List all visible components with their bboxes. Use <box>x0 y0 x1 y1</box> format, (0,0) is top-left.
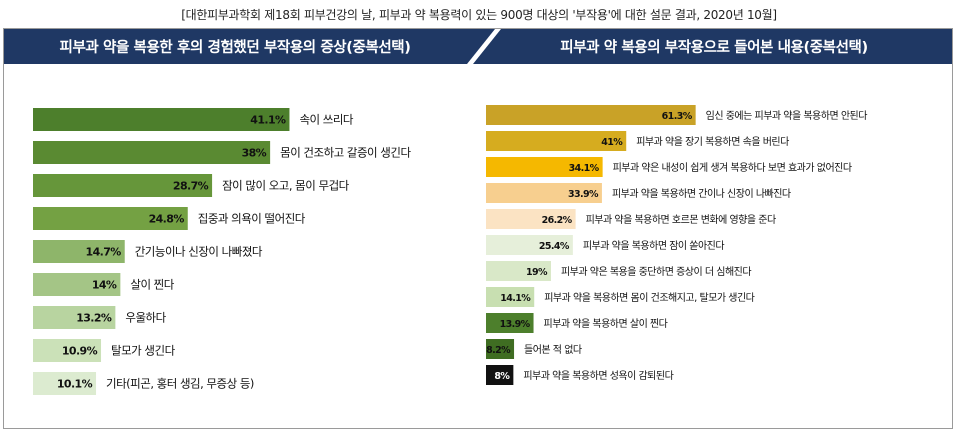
right-category-label-11: 피부과 약을 복용하면 성욕이 감퇴된다 <box>523 369 673 382</box>
right-bar-5 <box>486 209 576 229</box>
left-value-label-2: 38% <box>242 147 267 160</box>
left-bar-9 <box>33 372 97 395</box>
chart-frame: 피부과 약을 복용한 후의 경험했던 부작용의 증상(중복선택) 피부과 약 복… <box>3 28 953 429</box>
left-category-label-5: 간기능이나 신장이 나빠졌다 <box>135 245 263 259</box>
left-panel-header-bg <box>4 29 495 64</box>
right-category-label-4: 피부과 약을 복용하면 간이나 신장이 나빠진다 <box>612 187 791 200</box>
right-bar-9 <box>486 313 534 333</box>
left-value-label-3: 28.7% <box>173 180 209 193</box>
right-category-label-8: 피부과 약을 복용하면 몸이 건조해지고, 탈모가 생긴다 <box>544 291 754 304</box>
panel-headers: 피부과 약을 복용한 후의 경험했던 부작용의 증상(중복선택) 피부과 약 복… <box>4 29 952 64</box>
left-category-label-6: 살이 찐다 <box>130 278 174 292</box>
right-category-label-5: 피부과 약을 복용하면 호르몬 변화에 영향을 준다 <box>586 213 776 226</box>
left-bar-4 <box>33 207 188 230</box>
left-bar-1 <box>33 108 290 131</box>
right-value-label-8: 14.1% <box>500 293 531 304</box>
left-category-label-1: 속이 쓰리다 <box>299 113 353 127</box>
right-bar-1 <box>486 105 696 125</box>
left-category-label-2: 몸이 건조하고 갈증이 생긴다 <box>280 146 411 160</box>
right-bar-4 <box>486 183 602 203</box>
right-bar-7 <box>486 261 551 281</box>
right-value-label-2: 41% <box>601 137 623 148</box>
left-bar-6 <box>33 273 121 296</box>
right-bar-2 <box>486 131 627 151</box>
right-value-label-1: 61.3% <box>662 111 693 122</box>
right-bar-11 <box>486 365 514 385</box>
right-bar-3 <box>486 157 603 177</box>
left-category-label-9: 기타(피곤, 홍터 생김, 무증상 등) <box>106 377 254 391</box>
right-category-label-2: 피부과 약을 장기 복용하면 속을 버린다 <box>636 135 789 148</box>
right-panel-header-bg <box>473 29 952 64</box>
left-chart-title: 피부과 약을 복용한 후의 경험했던 부작용의 증상(중복선택) <box>60 38 411 56</box>
right-value-label-9: 13.9% <box>500 319 531 330</box>
bar-charts: 41.1% 속이 쓰리다 38% 몸이 건조하고 갈증이 생긴다 28.7% 잠이 많이 … <box>33 105 868 395</box>
right-category-label-10: 들어본 적 없다 <box>524 343 582 356</box>
right-value-label-3: 34.1% <box>569 163 600 174</box>
left-category-label-7: 우울하다 <box>125 311 166 325</box>
left-bar-3 <box>33 174 213 197</box>
left-value-label-6: 14% <box>92 279 117 292</box>
right-category-label-3: 피부과 약은 내성이 쉽게 생겨 복용하다 보면 효과가 없어진다 <box>613 161 852 174</box>
left-bar-7 <box>33 306 116 329</box>
right-value-label-10: 8.2% <box>486 345 511 356</box>
left-value-label-4: 24.8% <box>149 213 185 226</box>
right-chart-title: 피부과 약 복용의 부작용으로 들어본 내용(중복선택) <box>560 38 867 56</box>
right-category-label-1: 임신 중에는 피부과 약을 복용하면 안된다 <box>706 109 868 122</box>
left-bar-2 <box>33 141 271 164</box>
right-value-label-6: 25.4% <box>539 241 570 252</box>
left-value-label-5: 14.7% <box>86 246 122 259</box>
right-value-label-4: 33.9% <box>568 189 599 200</box>
left-value-label-7: 13.2% <box>76 312 112 325</box>
left-category-label-4: 집중과 의욕이 떨어진다 <box>198 212 306 226</box>
right-value-label-5: 26.2% <box>542 215 573 226</box>
right-category-label-9: 피부과 약을 복용하면 살이 찐다 <box>544 317 668 330</box>
left-category-label-3: 잠이 많이 오고, 몸이 무겁다 <box>222 179 350 193</box>
right-bar-10 <box>486 339 515 359</box>
right-category-label-6: 피부과 약을 복용하면 잠이 쏟아진다 <box>583 239 725 252</box>
left-bar-5 <box>33 240 125 263</box>
right-value-label-11: 8% <box>494 371 510 382</box>
left-value-label-8: 10.9% <box>62 345 98 358</box>
right-bar-8 <box>486 287 535 307</box>
right-category-label-7: 피부과 약은 복용을 중단하면 증상이 더 심해진다 <box>561 265 751 278</box>
left-bar-8 <box>33 339 102 362</box>
survey-caption: [대한피부과학회 제18회 피부건강의 날, 피부과 약 복용력이 있는 900… <box>181 8 777 22</box>
right-bar-6 <box>486 235 573 255</box>
left-category-label-8: 탈모가 생긴다 <box>111 344 176 358</box>
right-value-label-7: 19% <box>526 267 548 278</box>
left-value-label-9: 10.1% <box>57 378 93 391</box>
left-value-label-1: 41.1% <box>250 114 286 127</box>
